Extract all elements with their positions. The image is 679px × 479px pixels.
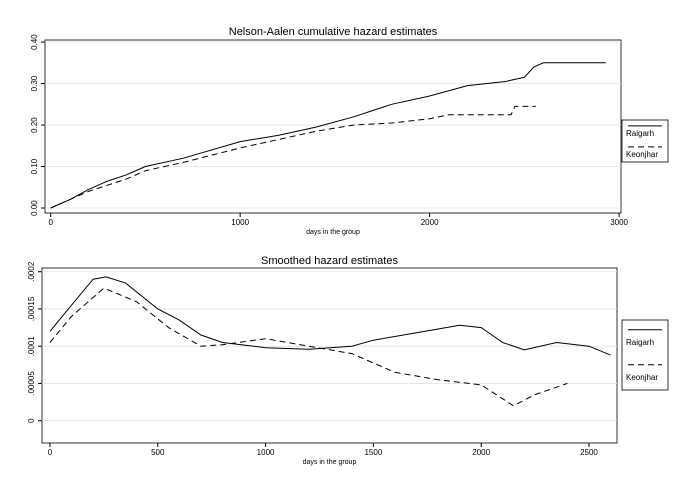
y-tick-label: 0.40: [30, 34, 39, 50]
x-tick-label: 1500: [364, 448, 382, 457]
y-tick-label: 0.30: [30, 75, 39, 91]
x-tick-label: 1000: [257, 448, 275, 457]
legend-label: Raigarh: [626, 129, 654, 138]
y-tick-label: 0.10: [30, 158, 39, 174]
series-line: [49, 287, 568, 407]
x-tick-label: 1000: [231, 218, 249, 227]
chart-title: Smoothed hazard estimates: [261, 255, 398, 267]
chart-title: Nelson-Aalen cumulative hazard estimates: [229, 26, 438, 38]
y-tick-label: 0: [27, 418, 36, 423]
legend-label: Keonjhar: [626, 373, 658, 382]
x-tick-label: 2000: [472, 448, 490, 457]
legend-box: [621, 119, 669, 163]
x-tick-label: 500: [151, 448, 165, 457]
legend-box: [621, 319, 669, 391]
series-line: [50, 62, 606, 209]
series-line: [49, 276, 611, 356]
series-line: [50, 105, 536, 209]
x-tick-label: 0: [48, 448, 53, 457]
y-tick-label: .00005: [27, 371, 36, 396]
y-tick-label: 0.00: [30, 200, 39, 216]
legend-label: Keonjhar: [626, 150, 658, 159]
x-axis-label: days in the group: [303, 459, 357, 466]
x-tick-label: 2000: [421, 218, 439, 227]
y-tick-label: .0001: [27, 336, 36, 357]
x-axis-label: days in the group: [306, 229, 360, 236]
x-tick-label: 3000: [610, 218, 628, 227]
legend-label: Raigarh: [626, 338, 654, 347]
plot-area: [44, 39, 622, 214]
x-tick-label: 0: [48, 218, 53, 227]
y-tick-label: .00015: [27, 296, 36, 321]
x-tick-label: 2500: [580, 448, 598, 457]
y-tick-label: .0002: [27, 261, 36, 282]
y-tick-label: 0.20: [30, 117, 39, 133]
plot-area: [41, 267, 618, 444]
